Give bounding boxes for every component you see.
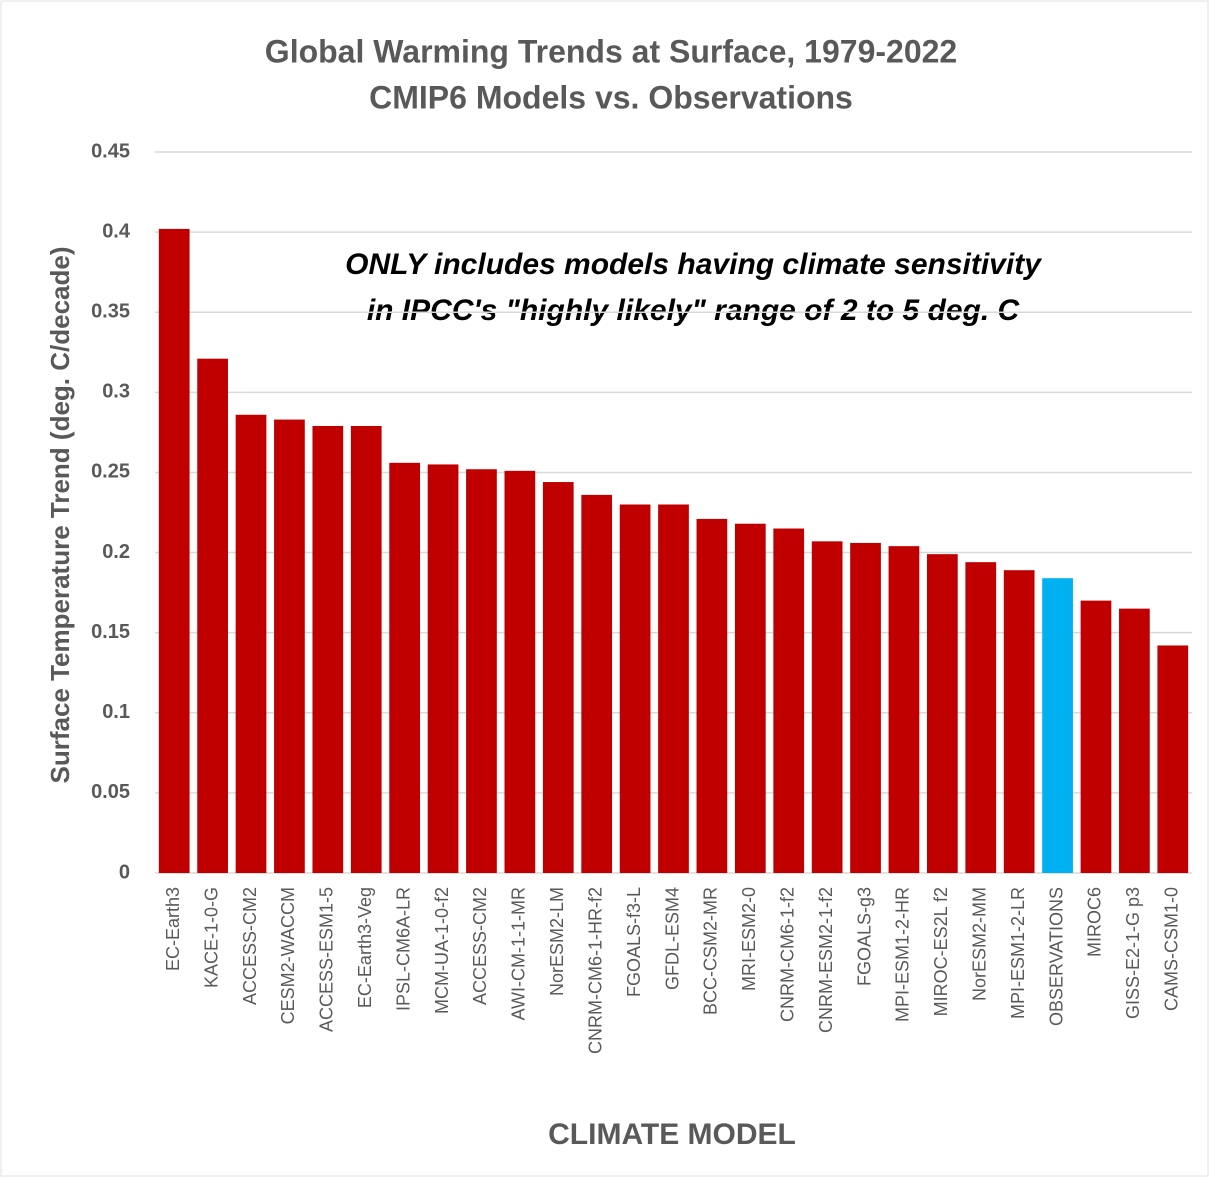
bar bbox=[504, 470, 536, 873]
x-tick-label: GFDL-ESM4 bbox=[662, 887, 682, 990]
annotation: ONLY includes models having climate sens… bbox=[345, 248, 1042, 281]
y-tick-label: 0.4 bbox=[102, 220, 131, 242]
y-tick-label: 0.05 bbox=[91, 781, 130, 803]
chart-subtitle: CMIP6 Models vs. Observations bbox=[369, 79, 853, 115]
x-tick-label: EC-Earth3-Veg bbox=[355, 887, 375, 1008]
x-tick-label: CESM2-WACCM bbox=[278, 887, 298, 1024]
x-tick-label: ACCESS-ESM1-5 bbox=[317, 887, 337, 1032]
bar bbox=[773, 528, 805, 873]
y-tick-label: 0.15 bbox=[91, 621, 130, 643]
bar bbox=[1157, 645, 1189, 873]
x-tick-label: IPSL-CM6A-LR bbox=[393, 887, 413, 1011]
bar bbox=[350, 425, 382, 873]
bar bbox=[197, 358, 228, 874]
bar bbox=[888, 546, 920, 873]
bar bbox=[389, 462, 421, 873]
y-tick-label: 0.2 bbox=[102, 541, 130, 563]
x-tick-label: NorESM2-MM bbox=[970, 887, 990, 1001]
x-tick-label: EC-Earth3 bbox=[163, 887, 183, 971]
x-tick-label: CNRM-CM6-1-f2 bbox=[777, 887, 797, 1022]
x-tick-label: OBSERVATIONS bbox=[1046, 887, 1066, 1026]
bar bbox=[850, 542, 881, 873]
bar bbox=[1042, 578, 1073, 873]
x-tick-label: MRI-ESM2-0 bbox=[739, 887, 759, 991]
x-tick-label: MCM-UA-1-0-f2 bbox=[432, 887, 452, 1014]
bar bbox=[619, 504, 651, 873]
bar bbox=[1003, 570, 1035, 873]
x-tick-label: FGOALS-f3-L bbox=[624, 887, 644, 997]
x-tick-label: KACE-1-0-G bbox=[201, 887, 221, 988]
x-tick-label: FGOALS-g3 bbox=[854, 887, 874, 986]
x-tick-label: MPI-ESM1-2-LR bbox=[1008, 887, 1028, 1019]
bar bbox=[811, 541, 843, 873]
bar bbox=[734, 523, 766, 873]
bar bbox=[658, 504, 689, 873]
y-tick-label: 0.35 bbox=[91, 301, 130, 323]
y-tick-label: 0.45 bbox=[91, 140, 130, 162]
bar bbox=[965, 562, 997, 873]
y-axis-label: Surface Temperature Trend (deg. C/decade… bbox=[45, 247, 75, 784]
y-tick-label: 0.3 bbox=[102, 381, 130, 403]
y-tick-label: 0.25 bbox=[91, 461, 130, 483]
bar bbox=[696, 518, 728, 873]
bar bbox=[466, 469, 497, 873]
y-tick-label: 0 bbox=[119, 861, 130, 883]
bar bbox=[581, 494, 613, 873]
y-tick-label: 0.1 bbox=[102, 701, 130, 723]
bar bbox=[1119, 608, 1150, 873]
x-tick-label: CNRM-CM6-1-HR-f2 bbox=[585, 887, 605, 1054]
chart-title: Global Warming Trends at Surface, 1979-2… bbox=[265, 33, 957, 69]
x-tick-label: MPI-ESM1-2-HR bbox=[893, 887, 913, 1022]
bar bbox=[158, 228, 190, 873]
bar bbox=[427, 464, 459, 873]
x-tick-label: MIROC6 bbox=[1085, 887, 1105, 957]
bar bbox=[542, 482, 574, 873]
x-tick-label: ACCESS-CM2 bbox=[240, 887, 260, 1005]
bar bbox=[312, 425, 344, 873]
bar bbox=[274, 419, 305, 873]
x-tick-label: NorESM2-LM bbox=[547, 887, 567, 996]
x-axis-label: CLIMATE MODEL bbox=[548, 1118, 796, 1151]
bar bbox=[926, 554, 958, 873]
x-tick-label: AWI-CM-1-1-MR bbox=[509, 887, 529, 1020]
x-tick-label: BCC-CSM2-MR bbox=[701, 887, 721, 1015]
x-tick-label: CAMS-CSM1-0 bbox=[1162, 887, 1182, 1011]
bar bbox=[235, 414, 267, 873]
bar bbox=[1080, 600, 1112, 873]
x-tick-label: ACCESS-CM2 bbox=[470, 887, 490, 1005]
x-tick-label: MIROC-ES2L f2 bbox=[931, 887, 951, 1016]
x-tick-label: CNRM-ESM2-1-f2 bbox=[816, 887, 836, 1033]
annotation: in IPCC's "highly likely" range of 2 to … bbox=[367, 294, 1021, 327]
x-tick-label: GISS-E2-1-G p3 bbox=[1123, 887, 1143, 1019]
